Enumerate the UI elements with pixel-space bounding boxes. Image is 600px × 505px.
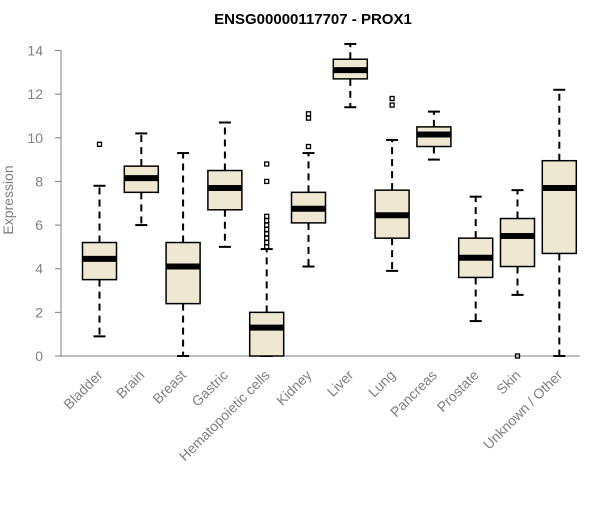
box-hematopoietic-cells [248, 161, 285, 357]
y-tick-label: 4 [35, 261, 43, 277]
box-lung [374, 95, 410, 272]
x-tick-label: Breast [149, 367, 189, 407]
interquartile-box [248, 311, 285, 357]
y-axis: 0 2 4 6 8 10 12 14 [27, 43, 62, 364]
outlier-point [264, 178, 270, 185]
x-tick-label: Prostate [434, 367, 482, 415]
outlier-point [305, 115, 312, 121]
box-bladder [81, 141, 118, 338]
box-gastric [207, 121, 243, 248]
box-pancreas [416, 110, 452, 161]
outlier-point [264, 222, 270, 228]
outlier-point [305, 143, 312, 150]
box-breast [165, 152, 201, 357]
y-tick-label: 14 [27, 43, 43, 59]
box-skin [499, 189, 536, 359]
x-tick-label: Skin [493, 367, 524, 398]
x-tick-label: Bladder [60, 367, 106, 413]
box-kidney [290, 111, 327, 268]
y-tick-label: 10 [27, 130, 43, 146]
box-brain [123, 132, 160, 227]
y-tick-label: 2 [35, 304, 43, 320]
y-tick-label: 6 [35, 217, 43, 233]
y-tick-label: 12 [27, 86, 43, 102]
interquartile-box [499, 217, 536, 268]
y-tick-label: 0 [35, 348, 43, 364]
chart-title: ENSG00000117707 - PROX1 [214, 11, 412, 28]
y-axis-label: Expression [0, 165, 16, 234]
box-prostate [457, 195, 494, 323]
interquartile-box [541, 159, 578, 255]
outlier-point [264, 235, 270, 241]
outlier-point [264, 231, 270, 237]
interquartile-box [165, 241, 201, 305]
x-tick-label: Liver [324, 367, 357, 400]
box-unknown-other [541, 88, 578, 357]
x-tick-label: Kidney [273, 367, 315, 409]
outlier-point [96, 141, 103, 147]
outlier-point [305, 111, 312, 117]
outlier-point [264, 226, 270, 233]
y-tick-label: 8 [35, 173, 43, 189]
outlier-point [264, 239, 270, 246]
box-series [81, 42, 578, 359]
outlier-point [389, 102, 395, 108]
box-liver [332, 42, 369, 109]
outlier-point [514, 353, 521, 359]
x-tick-label: Lung [365, 367, 398, 400]
outlier-point [389, 95, 395, 102]
outlier-point [264, 161, 270, 167]
x-tick-label: Brain [113, 367, 147, 401]
outlier-point [264, 244, 270, 250]
outlier-point [264, 218, 270, 224]
outlier-point [264, 213, 270, 219]
x-tick-label: Unknown / Other [480, 367, 566, 453]
